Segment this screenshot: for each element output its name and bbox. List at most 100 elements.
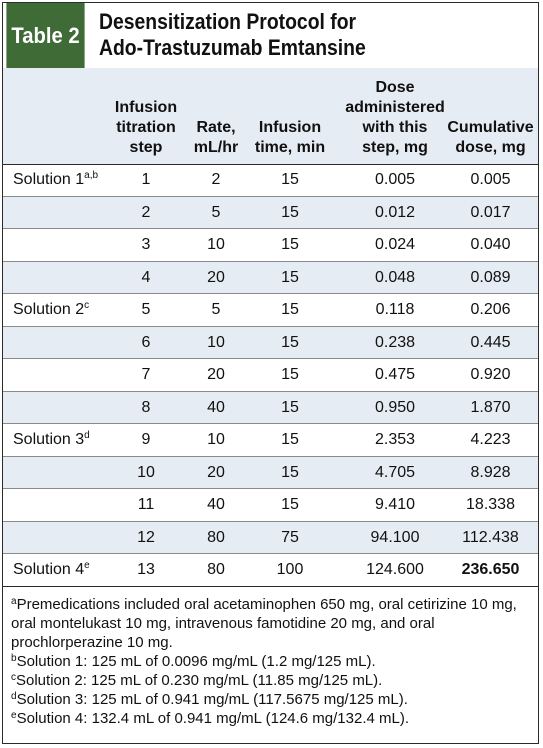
cell-cumulative: 0.206	[470, 301, 511, 318]
cell-cumulative: 0.017	[470, 203, 511, 221]
cell-dose: 124.600	[366, 561, 424, 578]
cell-rate: 10	[207, 431, 225, 448]
table-row: Solution 2c 5 5 15 0.118 0.206	[3, 294, 538, 327]
footnote-text: Solution 3: 125 mL of 0.941 mg/mL (117.5…	[16, 691, 408, 708]
cell-solution: Solution 4e	[13, 554, 90, 586]
footnote: bSolution 1: 125 mL of 0.0096 mg/mL (1.2…	[11, 652, 536, 671]
footnote-marker: e	[84, 560, 90, 571]
cell-dose: 0.024	[374, 236, 416, 253]
table-row: 4 20 15 0.048 0.089	[3, 261, 538, 294]
column-header-line: Cumulative	[447, 119, 534, 136]
column-header-line: administered	[345, 99, 445, 116]
footnote-mark: c	[11, 672, 16, 683]
cell-step: 6	[141, 333, 151, 351]
column-header-line: Dose	[375, 79, 415, 96]
column-header-line: dose, mg	[455, 139, 526, 156]
cell-dose: 94.100	[370, 528, 420, 546]
cell-step: 9	[141, 431, 151, 448]
table-row: 3 10 15 0.024 0.040	[3, 229, 538, 262]
cell-time: 15	[281, 496, 299, 513]
cell-time: 15	[281, 203, 299, 221]
cell-time: 75	[281, 528, 299, 546]
cell-step: 4	[141, 268, 151, 286]
table-row: Solution 1a,b 1 2 15 0.005 0.005	[3, 164, 538, 197]
cell-dose: 0.118	[375, 301, 415, 318]
footnote-mark: e	[11, 710, 17, 721]
cell-step: 11	[137, 496, 155, 513]
column-header-step: Infusion titration step	[101, 98, 191, 158]
table-row: Solution 3d 9 10 15 2.353 4.223	[3, 424, 538, 457]
column-header-line: time, min	[254, 139, 326, 156]
cell-step: 1	[141, 171, 151, 188]
solution-label: Solution 4	[13, 561, 85, 578]
column-header-line: Rate,	[196, 119, 236, 136]
cell-solution: Solution 3d	[13, 424, 90, 456]
footnote: eSolution 4: 132.4 mL of 0.941 mg/mL (12…	[11, 709, 536, 728]
column-header-line: titration	[116, 119, 176, 136]
cell-dose: 0.005	[374, 171, 416, 188]
footnote-mark: b	[11, 653, 17, 664]
table-row: 12 80 75 94.100 112.438	[3, 521, 538, 554]
solution-label: Solution 3	[13, 431, 85, 448]
cell-rate: 20	[207, 366, 225, 383]
cell-dose: 4.705	[374, 463, 416, 481]
cell-cumulative: 4.223	[470, 431, 511, 448]
footnote: dSolution 3: 125 mL of 0.941 mg/mL (117.…	[11, 690, 536, 709]
cell-rate: 5	[211, 301, 221, 318]
footnote-text: Solution 2: 125 mL of 0.230 mg/mL (11.85…	[16, 672, 383, 689]
cell-step: 10	[137, 463, 155, 481]
table-row: 2 5 15 0.012 0.017	[3, 196, 538, 229]
footnotes: aPremedications included oral acetaminop…	[11, 595, 536, 728]
cell-time: 15	[281, 463, 299, 481]
table-number-badge: Table 2	[6, 3, 85, 68]
cell-cumulative: 1.870	[470, 398, 511, 416]
cell-rate: 40	[207, 496, 225, 513]
cell-dose: 2.353	[374, 431, 416, 448]
table-row: 6 10 15 0.238 0.445	[3, 326, 538, 359]
cell-cumulative: 18.338	[466, 496, 515, 513]
table-row: 11 40 15 9.410 18.338	[3, 489, 538, 522]
column-header-line: step	[129, 139, 163, 156]
cell-dose: 0.950	[374, 398, 416, 416]
cell-solution: Solution 2c	[13, 294, 89, 326]
column-header-line: Infusion	[114, 99, 178, 116]
cell-solution: Solution 1a,b	[13, 164, 98, 196]
table-title-line-2: Ado-Trastuzumab Emtansine	[99, 35, 366, 60]
cell-rate: 20	[207, 463, 225, 481]
cell-rate: 40	[207, 398, 225, 416]
footnote-mark: a	[11, 596, 17, 607]
column-header-dose: Dose administered with this step, mg	[339, 78, 451, 158]
footnote: aPremedications included oral acetaminop…	[11, 595, 536, 652]
footnote-marker: a,b	[84, 170, 99, 181]
table-row: 7 20 15 0.475 0.920	[3, 359, 538, 392]
solution-label: Solution 2	[13, 301, 85, 318]
cell-dose: 9.410	[374, 496, 416, 513]
cell-step: 2	[141, 203, 151, 221]
column-header-line: step, mg	[362, 139, 428, 156]
footnote-text: Premedications included oral acetaminoph…	[11, 596, 517, 651]
table-body: Solution 1a,b 1 2 15 0.005 0.005 2 5 15 0.012 0.01…	[3, 164, 538, 587]
cell-cumulative: 0.445	[470, 333, 511, 351]
column-header-row: Infusion titration step Rate, mL/hr Infu…	[3, 68, 538, 165]
footnote-mark: d	[11, 691, 17, 702]
cell-dose: 0.475	[374, 366, 416, 383]
footnote-text: Solution 4: 132.4 mL of 0.941 mg/mL (124…	[16, 710, 410, 727]
cell-time: 15	[281, 236, 299, 253]
cell-time: 15	[281, 171, 299, 188]
table-header: Table 2 Desensitization Protocol for Ado…	[3, 3, 538, 69]
column-header-line: with this	[362, 119, 428, 136]
cell-time: 15	[281, 431, 299, 448]
column-header-line: mL/hr	[193, 139, 239, 156]
cell-rate: 10	[207, 236, 225, 253]
cell-step: 3	[141, 236, 151, 253]
table-title-line-1: Desensitization Protocol for	[99, 9, 357, 34]
table-row: 10 20 15 4.705 8.928	[3, 456, 538, 489]
cell-time: 15	[281, 301, 299, 318]
footnote-marker: c	[84, 300, 90, 311]
table-row: 8 40 15 0.950 1.870	[3, 391, 538, 424]
cell-rate: 80	[207, 561, 225, 578]
cell-time: 15	[281, 333, 299, 351]
column-header-time: Infusion time, min	[248, 118, 332, 158]
table-row: Solution 4e 13 80 100 124.600 236.650	[3, 554, 538, 587]
